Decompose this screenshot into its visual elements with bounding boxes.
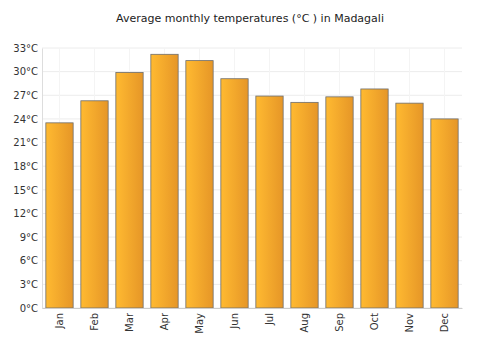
x-tick-label: Jun [229, 313, 240, 330]
grid-line [42, 48, 462, 49]
bar [431, 119, 458, 308]
chart-title: Average monthly temperatures (°C ) in Ma… [116, 12, 384, 25]
chart: Average monthly temperatures (°C ) in Ma… [0, 0, 500, 350]
bar [151, 54, 178, 308]
y-tick: 18°C [13, 161, 42, 172]
y-tick-label: 30°C [13, 66, 38, 77]
x-tick-label: Feb [89, 313, 100, 331]
y-tick: 6°C [20, 255, 42, 266]
x-tick: Apr [159, 308, 170, 330]
x-tick: Sep [334, 308, 345, 332]
x-tick: Aug [299, 308, 310, 333]
y-tick: 27°C [13, 90, 42, 101]
bars [46, 54, 458, 308]
y-tick: 21°C [13, 137, 42, 148]
grid-line [42, 95, 462, 96]
grid [42, 48, 462, 308]
bar [326, 97, 353, 308]
bar [46, 123, 73, 308]
y-tick-label: 9°C [20, 232, 38, 243]
bar [116, 72, 143, 308]
y-tick-label: 18°C [13, 161, 38, 172]
x-tick: Mar [124, 308, 135, 332]
y-tick: 3°C [20, 279, 42, 290]
x-tick: Dec [439, 308, 450, 332]
y-tick: 0°C [20, 303, 42, 314]
y-tick: 33°C [13, 43, 42, 54]
x-tick-label: Apr [159, 312, 170, 330]
bar [361, 89, 388, 308]
bar [256, 96, 283, 308]
x-tick-label: Aug [299, 313, 310, 333]
x-tick-label: May [194, 313, 205, 334]
bar [221, 79, 248, 308]
x-tick: May [194, 308, 205, 334]
bar [291, 102, 318, 308]
y-axis: 0°C 3°C 6°C 9°C 12°C 15°C 18°C 21°C 24°C 27°C 30°C… [13, 43, 42, 314]
x-tick: Feb [89, 308, 100, 331]
y-tick-label: 12°C [13, 208, 38, 219]
y-tick-label: 15°C [13, 185, 38, 196]
x-tick-label: Oct [369, 313, 380, 330]
x-tick-label: Sep [334, 313, 345, 332]
x-tick: Jan [54, 308, 65, 329]
y-tick-label: 33°C [13, 43, 38, 54]
x-tick: Oct [369, 308, 380, 330]
x-tick: Jul [264, 308, 275, 326]
x-axis-line [43, 308, 463, 309]
x-tick-label: Dec [439, 313, 450, 332]
y-tick-label: 0°C [20, 303, 38, 314]
y-tick: 9°C [20, 232, 42, 243]
bar [396, 103, 423, 308]
y-tick: 12°C [13, 208, 42, 219]
y-tick: 30°C [13, 66, 42, 77]
bar [81, 101, 108, 308]
y-tick-label: 24°C [13, 114, 38, 125]
x-tick-label: Jul [264, 313, 275, 326]
x-tick: Jun [229, 308, 240, 330]
y-tick-label: 6°C [20, 255, 38, 266]
x-tick: Nov [404, 308, 415, 333]
x-axis: Jan Feb Mar Apr May Jun Jul Aug Sep Oct Nov Dec [43, 308, 463, 334]
x-tick-label: Mar [124, 312, 135, 332]
y-tick-label: 27°C [13, 90, 38, 101]
bar [186, 61, 213, 308]
plot: 0°C 3°C 6°C 9°C 12°C 15°C 18°C 21°C 24°C 27°C 30°C… [13, 43, 462, 334]
y-tick-label: 3°C [20, 279, 38, 290]
y-tick: 24°C [13, 114, 42, 125]
y-axis-line [42, 49, 43, 309]
y-tick: 15°C [13, 185, 42, 196]
y-tick-label: 21°C [13, 137, 38, 148]
x-tick-label: Nov [404, 313, 415, 333]
grid-line [42, 71, 462, 72]
x-tick-label: Jan [54, 313, 65, 329]
